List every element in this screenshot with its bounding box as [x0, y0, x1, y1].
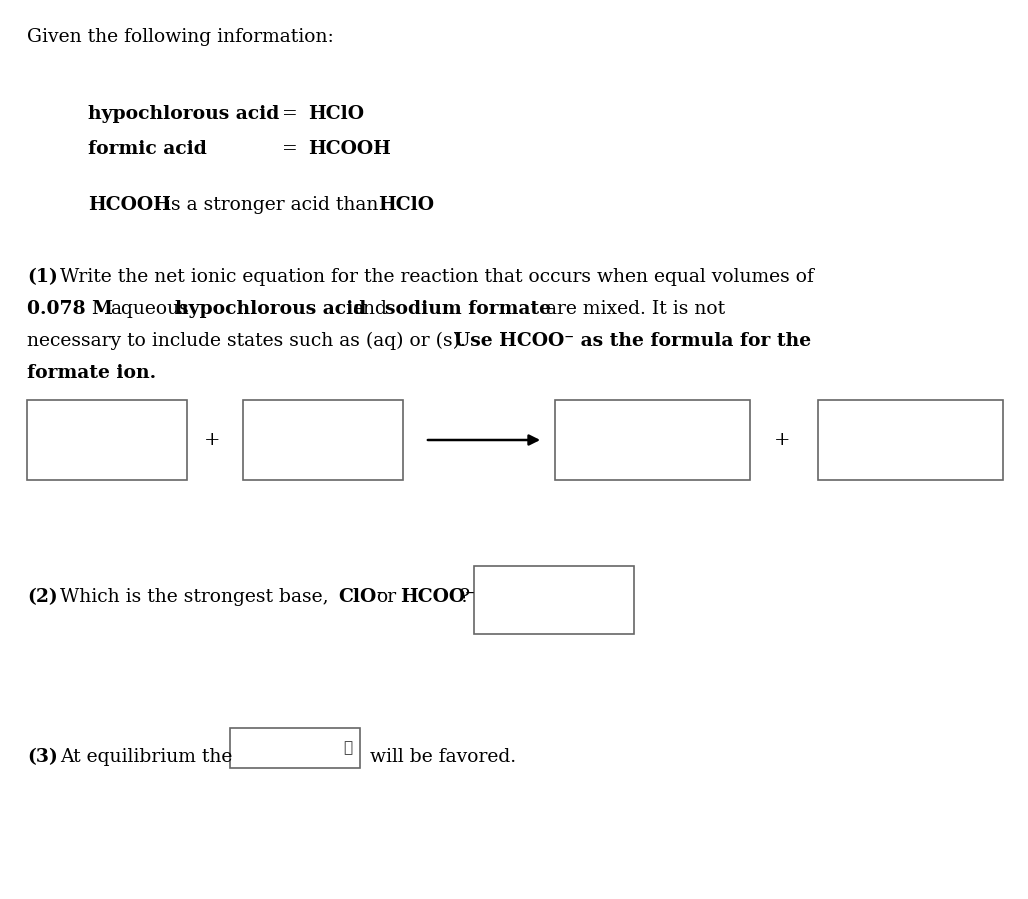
Text: sodium formate: sodium formate	[386, 300, 551, 318]
Bar	[555, 400, 750, 480]
Text: ?: ?	[460, 588, 470, 606]
Text: 0.078 M: 0.078 M	[27, 300, 113, 318]
Text: Use HCOO⁻ as the formula for the: Use HCOO⁻ as the formula for the	[454, 332, 811, 350]
Text: (3): (3)	[27, 748, 58, 766]
Text: +: +	[204, 431, 220, 449]
Text: At equilibrium the: At equilibrium the	[60, 748, 232, 766]
Text: HCOOH: HCOOH	[308, 140, 391, 158]
Text: +: +	[774, 431, 791, 449]
Text: =: =	[282, 105, 298, 123]
Text: ClO⁻: ClO⁻	[338, 588, 387, 606]
Bar	[243, 400, 403, 480]
Text: HClO: HClO	[308, 105, 364, 123]
Text: (1): (1)	[27, 268, 58, 286]
Bar	[230, 728, 360, 768]
Text: or: or	[376, 588, 396, 606]
Text: Write the net ionic equation for the reaction that occurs when equal volumes of: Write the net ionic equation for the rea…	[60, 268, 814, 286]
Text: will be favored.: will be favored.	[370, 748, 516, 766]
Text: (2): (2)	[27, 588, 58, 606]
Text: necessary to include states such as (aq) or (s).: necessary to include states such as (aq)…	[27, 332, 466, 351]
Text: are mixed. It is not: are mixed. It is not	[546, 300, 725, 318]
Text: Given the following information:: Given the following information:	[27, 28, 334, 46]
Text: =: =	[282, 140, 298, 158]
Text: is a stronger acid than: is a stronger acid than	[166, 196, 378, 214]
Text: HCOO⁻: HCOO⁻	[400, 588, 475, 606]
Bar	[474, 566, 634, 634]
Text: HCOOH: HCOOH	[88, 196, 171, 214]
Text: HClO: HClO	[378, 196, 434, 214]
Text: and: and	[352, 300, 387, 318]
Text: formate ion.: formate ion.	[27, 364, 156, 382]
Text: hypochlorous acid: hypochlorous acid	[88, 105, 280, 123]
Text: aqueous: aqueous	[110, 300, 189, 318]
Bar	[818, 400, 1003, 480]
Text: hypochlorous acid: hypochlorous acid	[175, 300, 366, 318]
Bar	[27, 400, 187, 480]
Text: Which is the strongest base,: Which is the strongest base,	[60, 588, 329, 606]
Text: ✓: ✓	[343, 741, 353, 755]
Text: formic acid: formic acid	[88, 140, 207, 158]
